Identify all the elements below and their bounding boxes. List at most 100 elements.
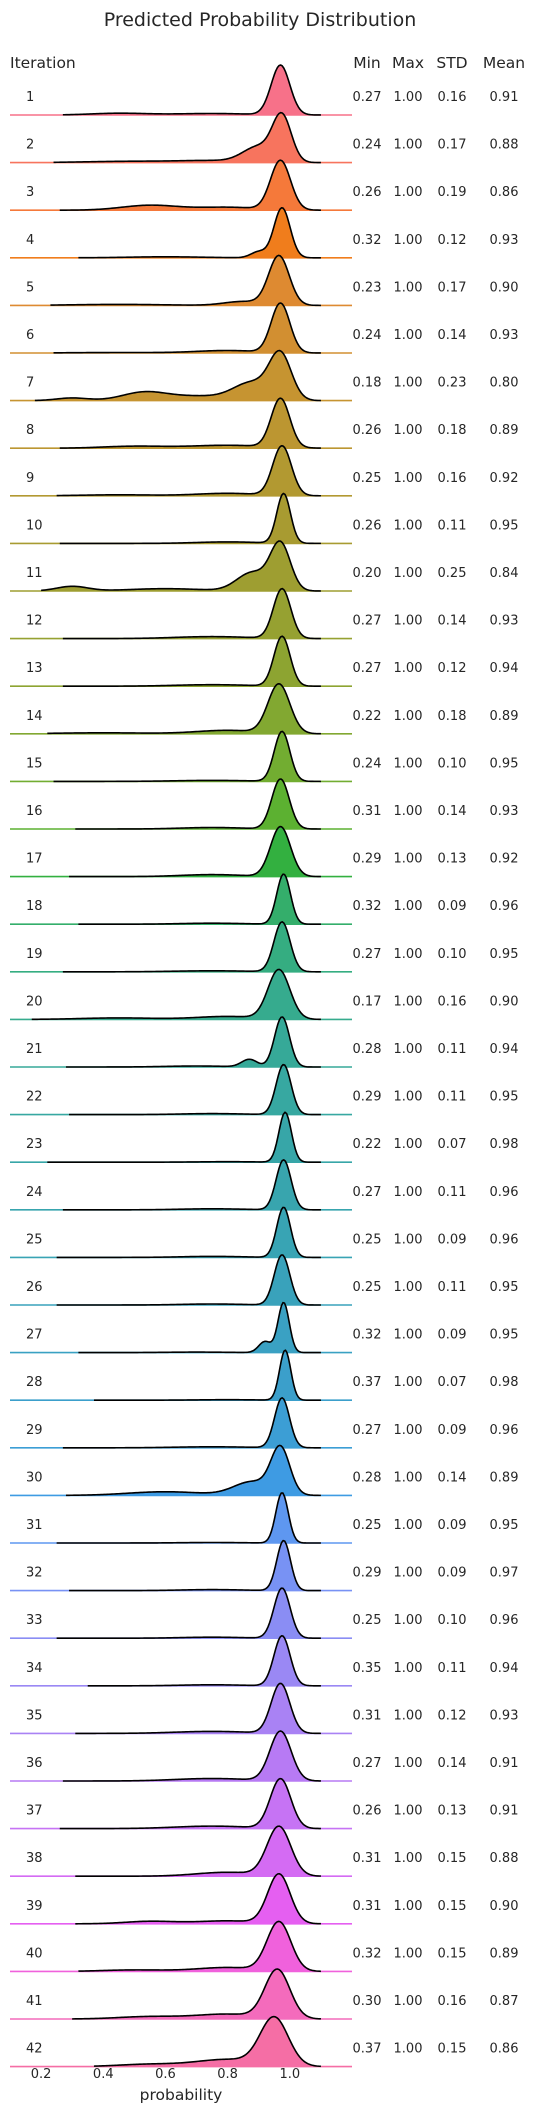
stat-max-25: 1.00 [394,1232,423,1247]
x-axis-label: probability [140,2086,223,2104]
stat-std-37: 0.13 [438,1804,467,1819]
ridge-area-14 [47,683,321,734]
stat-min-14: 0.22 [353,709,382,724]
ridge-area-25 [56,1207,321,1258]
stat-std-10: 0.11 [438,518,467,533]
stat-max-41: 1.00 [394,1994,423,2009]
chart-title: Predicted Probability Distribution [104,9,417,31]
ridge-outline-11 [41,540,321,592]
ridge-outline-17 [69,825,321,878]
iteration-label-28: 28 [26,1375,43,1390]
stat-std-35: 0.12 [438,1708,467,1723]
stat-min-12: 0.27 [353,614,382,629]
ridge-area-28 [93,1350,321,1401]
stat-std-41: 0.16 [438,1994,467,2009]
ridge-outline-19 [62,921,321,973]
ridge-outline-22 [69,1063,321,1116]
stat-std-20: 0.16 [438,994,467,1009]
stat-max-30: 1.00 [394,1470,423,1485]
stat-mean-7: 0.80 [490,376,519,391]
ridge-area-8 [59,398,321,449]
stat-mean-6: 0.93 [490,328,519,343]
stat-min-35: 0.31 [353,1708,382,1723]
ridge-outline-26 [56,1254,321,1306]
ridge-outline-18 [78,873,321,925]
iteration-label-7: 7 [26,376,34,391]
stat-mean-42: 0.86 [490,2042,519,2057]
ridge-area-26 [56,1255,321,1305]
ridge-area-32 [69,1540,321,1591]
stat-mean-27: 0.95 [490,1328,519,1343]
stat-max-16: 1.00 [394,804,423,819]
stat-max-37: 1.00 [394,1804,423,1819]
iteration-label-16: 16 [26,804,43,819]
stat-mean-12: 0.93 [490,614,519,629]
stat-min-9: 0.25 [353,471,382,486]
stat-max-9: 1.00 [394,471,423,486]
ridge-outline-7 [34,349,321,402]
stat-max-4: 1.00 [394,233,423,248]
ridge-area-23 [47,1112,321,1163]
ridge-outline-40 [78,1920,321,1973]
std-column-header: STD [436,54,467,72]
stat-max-11: 1.00 [394,566,423,581]
iteration-column-header: Iteration [10,54,76,72]
stat-max-5: 1.00 [394,280,423,295]
stat-min-4: 0.32 [353,233,382,248]
stat-min-36: 0.27 [353,1756,382,1771]
ridge-outline-36 [62,1730,321,1782]
iteration-label-42: 42 [26,2042,43,2057]
stat-min-6: 0.24 [353,328,382,343]
stat-max-34: 1.00 [394,1661,423,1676]
ridge-outline-13 [62,635,321,687]
ridge-area-17 [69,826,321,877]
iteration-label-35: 35 [26,1708,43,1723]
iteration-label-8: 8 [26,423,34,438]
stat-max-3: 1.00 [394,185,423,200]
ridge-outline-6 [53,302,321,354]
stat-mean-30: 0.89 [490,1470,519,1485]
stat-std-40: 0.15 [438,1946,467,1961]
stat-min-5: 0.23 [353,280,382,295]
stat-min-13: 0.27 [353,661,382,676]
stat-mean-36: 0.91 [490,1756,519,1771]
ridge-outline-3 [59,159,321,211]
iteration-label-20: 20 [26,994,43,1009]
ridge-area-6 [53,303,321,353]
mean-column-header: Mean [483,54,525,72]
stat-min-40: 0.32 [353,1946,382,1961]
stat-mean-22: 0.95 [490,1090,519,1105]
iteration-label-25: 25 [26,1232,43,1247]
stat-min-42: 0.37 [353,2042,382,2057]
stat-std-33: 0.10 [438,1613,467,1628]
stat-std-29: 0.09 [438,1423,467,1438]
ridge-outline-29 [62,1397,321,1449]
ridge-area-12 [62,588,321,639]
ridge-outline-28 [93,1349,321,1401]
ridge-area-15 [53,731,321,782]
stat-max-17: 1.00 [394,852,423,867]
stat-min-39: 0.31 [353,1899,382,1914]
stat-std-1: 0.16 [438,90,467,105]
ridge-outline-35 [75,1682,321,1735]
stat-min-16: 0.31 [353,804,382,819]
ridge-outline-24 [62,1159,321,1211]
stat-std-34: 0.11 [438,1661,467,1676]
x-tick-label: 0.8 [217,2067,238,2082]
ridge-outline-20 [31,968,321,1021]
iteration-label-30: 30 [26,1470,43,1485]
ridge-outline-1 [62,64,321,116]
iteration-label-24: 24 [26,1185,43,1200]
stat-min-29: 0.27 [353,1423,382,1438]
ridge-area-38 [75,1826,321,1877]
iteration-label-13: 13 [26,661,43,676]
ridge-outline-10 [59,492,321,545]
stat-max-31: 1.00 [394,1518,423,1533]
stat-mean-38: 0.88 [490,1851,519,1866]
stat-std-5: 0.17 [438,280,467,295]
stat-max-19: 1.00 [394,947,423,962]
stat-mean-20: 0.90 [490,994,519,1009]
stat-min-21: 0.28 [353,1042,382,1057]
stat-min-11: 0.20 [353,566,382,581]
stat-mean-18: 0.96 [490,899,519,914]
